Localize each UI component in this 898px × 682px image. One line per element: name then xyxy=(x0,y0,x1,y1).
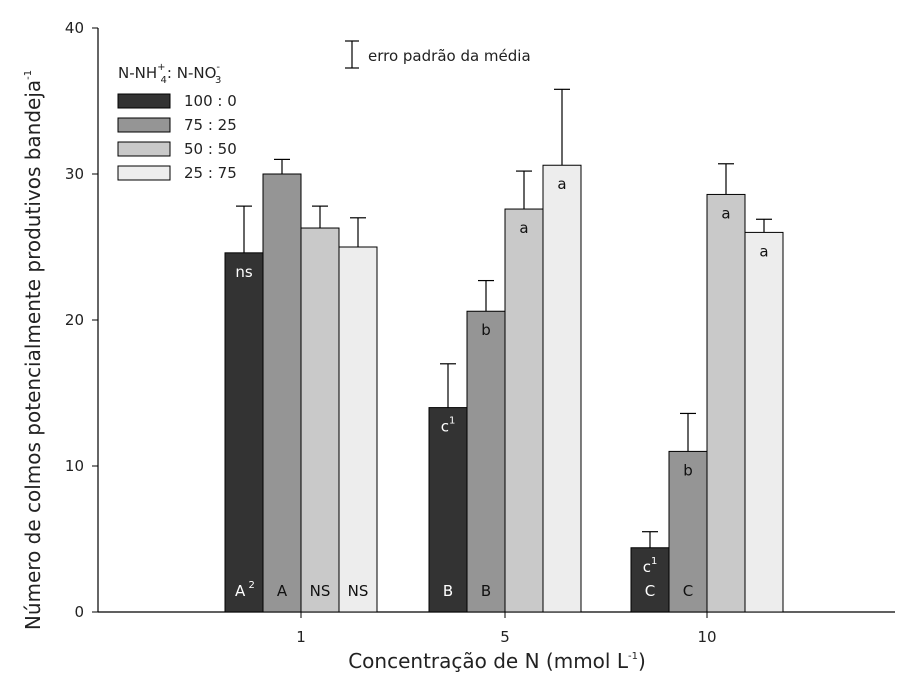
y-tick-label: 40 xyxy=(65,19,84,37)
legend-title-part: : N-NO xyxy=(167,64,216,82)
legend-title-part: N-NH xyxy=(118,64,157,82)
legend-label: 50 : 50 xyxy=(184,140,237,158)
y-tick-label: 30 xyxy=(65,165,84,183)
significance-label: a xyxy=(519,219,528,237)
x-tick-label: 10 xyxy=(697,628,716,646)
x-axis-title-text: ) xyxy=(638,649,646,673)
group-label-sup: 2 xyxy=(245,580,255,591)
bar xyxy=(744,231,784,613)
x-tick-label: 5 xyxy=(500,628,510,646)
x-axis-title: Concentração de N (mmol L-1) xyxy=(348,649,646,673)
group-label: C xyxy=(645,582,655,600)
legend-title-sub: 4 xyxy=(161,75,167,86)
group-label: NS xyxy=(310,582,331,600)
bar xyxy=(466,310,506,613)
group-label: NS xyxy=(348,582,369,600)
legend-title-sub: 3 xyxy=(215,75,221,86)
significance-label: a xyxy=(557,175,566,193)
legend-swatch xyxy=(117,117,171,133)
legend-swatch xyxy=(117,165,171,181)
bar xyxy=(300,227,340,613)
x-axis-title-sup: -1 xyxy=(628,651,638,662)
significance-label: b xyxy=(481,321,491,339)
y-tick-label: 20 xyxy=(65,311,84,329)
significance-sup: 1 xyxy=(449,416,455,427)
y-tick-label: 10 xyxy=(65,457,84,475)
legend-swatch xyxy=(117,93,171,109)
x-tick-label: 1 xyxy=(296,628,306,646)
legend-title: N-NH+ 4: N-NO- 3 xyxy=(118,62,221,86)
y-axis-title-sup: -1 xyxy=(23,70,34,80)
legend-swatch xyxy=(117,141,171,157)
bar xyxy=(338,246,378,613)
x-axis-title-text: Concentração de N (mmol L xyxy=(348,649,629,673)
y-axis-title-text: Número de colmos potencialmente produtiv… xyxy=(21,80,45,630)
legend-label: 75 : 25 xyxy=(184,116,237,134)
bar xyxy=(706,193,746,613)
bar xyxy=(262,173,302,613)
group-label: B xyxy=(443,582,453,600)
legend-label: 100 : 0 xyxy=(184,92,237,110)
bar xyxy=(542,164,582,613)
group-label: C xyxy=(683,582,693,600)
y-tick-label: 0 xyxy=(74,603,84,621)
bar xyxy=(668,450,708,613)
legend-label: 25 : 75 xyxy=(184,164,237,182)
significance-label: ns xyxy=(235,263,253,281)
significance-label: a xyxy=(759,242,768,260)
group-label: B xyxy=(481,582,491,600)
y-axis-title: Número de colmos potencialmente produtiv… xyxy=(21,70,45,630)
significance-label: b xyxy=(683,461,693,479)
group-label: A xyxy=(277,582,288,600)
legend-title-sup: + xyxy=(157,62,165,73)
significance-sup: 1 xyxy=(651,556,657,567)
error-legend-label: erro padrão da média xyxy=(368,47,531,65)
bar xyxy=(504,208,544,613)
significance-label: a xyxy=(721,204,730,222)
bar xyxy=(224,252,264,613)
legend-title-sup: - xyxy=(216,62,220,73)
